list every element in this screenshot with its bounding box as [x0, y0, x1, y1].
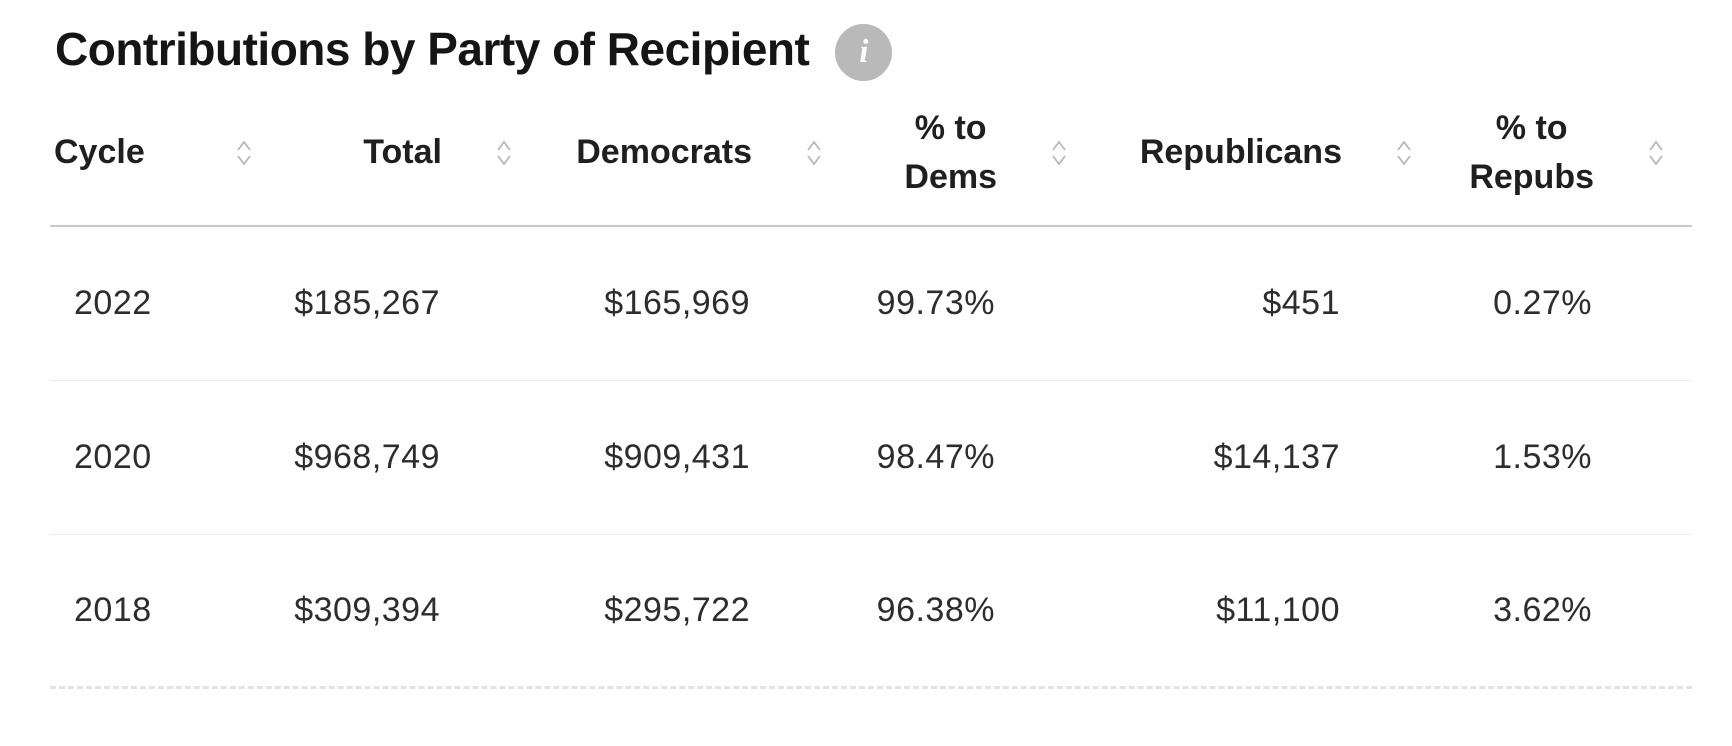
sort-diamond-icon[interactable] — [496, 140, 512, 166]
column-header-total[interactable]: Total — [280, 128, 540, 177]
column-header-democrats[interactable]: Democrats — [540, 128, 850, 177]
table-row-2018: 2018 $309,394 $295,722 96.38% $11,100 3.… — [50, 535, 1692, 689]
info-icon-glyph: i — [859, 34, 869, 70]
column-header-pct-to-repubs[interactable]: % to Repubs — [1440, 104, 1692, 203]
cell-cycle: 2018 — [74, 591, 152, 629]
table-row-2020: 2020 $968,749 $909,431 98.47% $14,137 1.… — [50, 381, 1692, 535]
sort-diamond-icon[interactable] — [236, 140, 252, 166]
sort-diamond-icon[interactable] — [1648, 140, 1664, 166]
cell-republicans: $11,100 — [1216, 591, 1340, 629]
cell-total: $185,267 — [294, 284, 440, 322]
cell-cycle: 2022 — [74, 284, 152, 322]
cell-pct-dems: 99.73% — [876, 284, 995, 322]
cell-democrats: $295,722 — [604, 591, 750, 629]
cell-republicans: $451 — [1262, 284, 1340, 322]
column-header-republicans[interactable]: Republicans — [1095, 128, 1440, 177]
cell-pct-repubs: 0.27% — [1493, 284, 1592, 322]
cell-democrats: $909,431 — [604, 438, 750, 476]
contributions-table: Cycle Total Democrats % to Dems — [50, 81, 1692, 689]
sort-diamond-icon[interactable] — [1051, 140, 1067, 166]
info-icon[interactable]: i — [835, 24, 893, 81]
column-header-pct-to-dems[interactable]: % to Dems — [850, 104, 1095, 203]
cell-democrats: $165,969 — [604, 284, 750, 322]
cell-republicans: $14,137 — [1213, 438, 1340, 476]
table-row-2022: 2022 $185,267 $165,969 99.73% $451 0.27% — [50, 227, 1692, 381]
sort-diamond-icon[interactable] — [1396, 140, 1412, 166]
cell-pct-dems: 96.38% — [876, 591, 995, 629]
cell-pct-dems: 98.47% — [876, 438, 995, 476]
column-header-cycle[interactable]: Cycle — [50, 128, 280, 177]
column-header-label: Total — [363, 133, 442, 172]
column-header-label: Cycle — [54, 133, 145, 172]
column-header-label: % to Dems — [904, 108, 997, 196]
cell-pct-repubs: 3.62% — [1493, 591, 1592, 629]
column-header-label: Democrats — [576, 133, 752, 172]
column-header-label: % to Repubs — [1469, 108, 1594, 196]
cell-pct-repubs: 1.53% — [1493, 438, 1592, 476]
cell-total: $968,749 — [294, 438, 440, 476]
page-title: Contributions by Party of Recipient — [55, 23, 810, 75]
sort-diamond-icon[interactable] — [806, 140, 822, 166]
title-row: Contributions by Party of Recipient i — [0, 0, 1732, 81]
table-header-row: Cycle Total Democrats % to Dems — [50, 81, 1692, 227]
cell-cycle: 2020 — [74, 438, 152, 476]
cell-total: $309,394 — [294, 591, 440, 629]
column-header-label: Republicans — [1139, 133, 1342, 172]
